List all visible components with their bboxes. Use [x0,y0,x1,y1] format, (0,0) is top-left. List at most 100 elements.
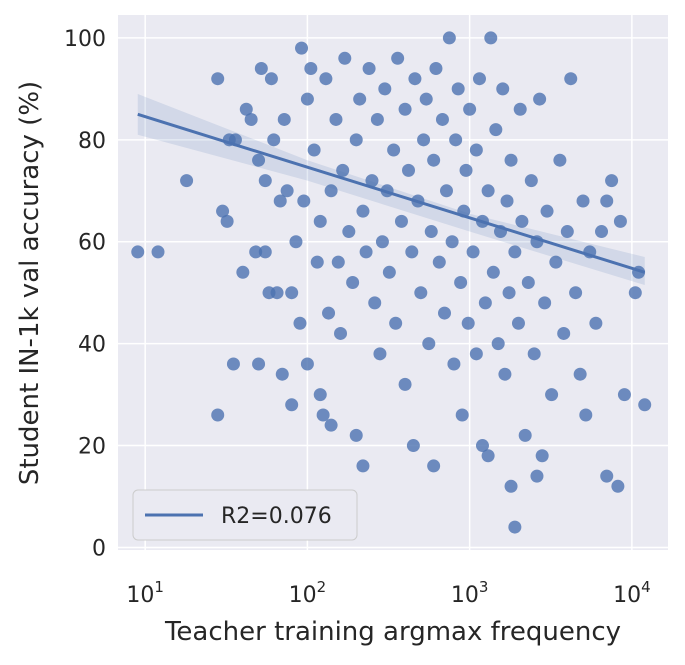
point [638,398,652,412]
point [220,214,234,228]
point [349,133,363,147]
point [455,408,469,422]
point [258,174,272,188]
point [573,367,587,381]
point [368,296,382,310]
point [419,92,433,106]
point [313,388,327,402]
point [484,31,498,45]
point [346,276,360,289]
point [435,112,449,126]
point [378,82,392,96]
x-tick-exponent: 1 [154,578,164,596]
point [270,286,284,300]
point [273,194,287,208]
point [382,265,396,279]
point [131,245,145,259]
point [569,286,583,300]
point [518,428,532,442]
point [336,163,350,177]
x-tick-label: 102 [289,578,327,608]
point [427,459,441,473]
point [463,102,477,116]
point [322,306,336,320]
point [264,72,278,86]
legend: R2=0.076 [132,489,358,541]
point [540,204,554,218]
point [508,520,522,534]
point [254,62,268,75]
point [331,255,345,269]
point [300,357,314,371]
point [515,214,529,228]
point [502,286,516,300]
point [491,337,505,351]
point [527,347,541,361]
point [496,82,510,96]
point [334,326,348,340]
point [549,255,563,269]
point [387,143,401,157]
point [422,337,436,351]
point [508,245,522,259]
point [370,112,384,126]
point [617,388,631,402]
x-tick-exponent: 4 [641,578,651,596]
point [405,245,419,259]
point [461,316,475,330]
point [394,214,408,228]
legend-label: R2=0.076 [221,504,332,529]
point [319,72,333,86]
point [475,439,489,453]
point [442,31,456,45]
plot-area [118,15,668,550]
point [538,296,552,310]
point [275,367,289,381]
point [545,388,559,402]
point [469,143,483,157]
point [293,316,307,330]
point [481,184,495,198]
point [226,357,240,371]
marks [131,31,652,534]
point [576,194,590,208]
point [417,133,431,147]
point [316,408,330,422]
point [252,357,266,371]
point [211,72,225,86]
y-tick-label: 20 [78,435,106,460]
point [211,408,225,422]
point [469,347,483,361]
point [151,245,165,259]
x-tick-label: 103 [451,578,489,608]
x-axis-label: Teacher training argmax frequency [164,617,621,647]
point [611,479,625,493]
point [267,133,281,147]
point [486,265,500,279]
x-tick-label: 104 [613,578,651,608]
point [424,225,438,239]
point [600,469,614,483]
point [375,235,389,249]
y-tick-label: 40 [78,333,106,358]
point [521,276,535,289]
point [427,153,441,167]
point [300,92,314,106]
point [285,398,299,412]
point [329,112,343,126]
point [504,153,518,167]
point [628,286,642,300]
point [324,184,338,198]
point [406,439,420,453]
point [432,255,446,269]
point [489,123,503,137]
point [449,133,463,147]
point [304,62,318,75]
point [236,265,250,279]
point [373,347,387,361]
point [408,72,422,86]
point [560,225,574,239]
confidence-band [137,93,645,286]
point [605,174,619,188]
point [438,306,452,320]
